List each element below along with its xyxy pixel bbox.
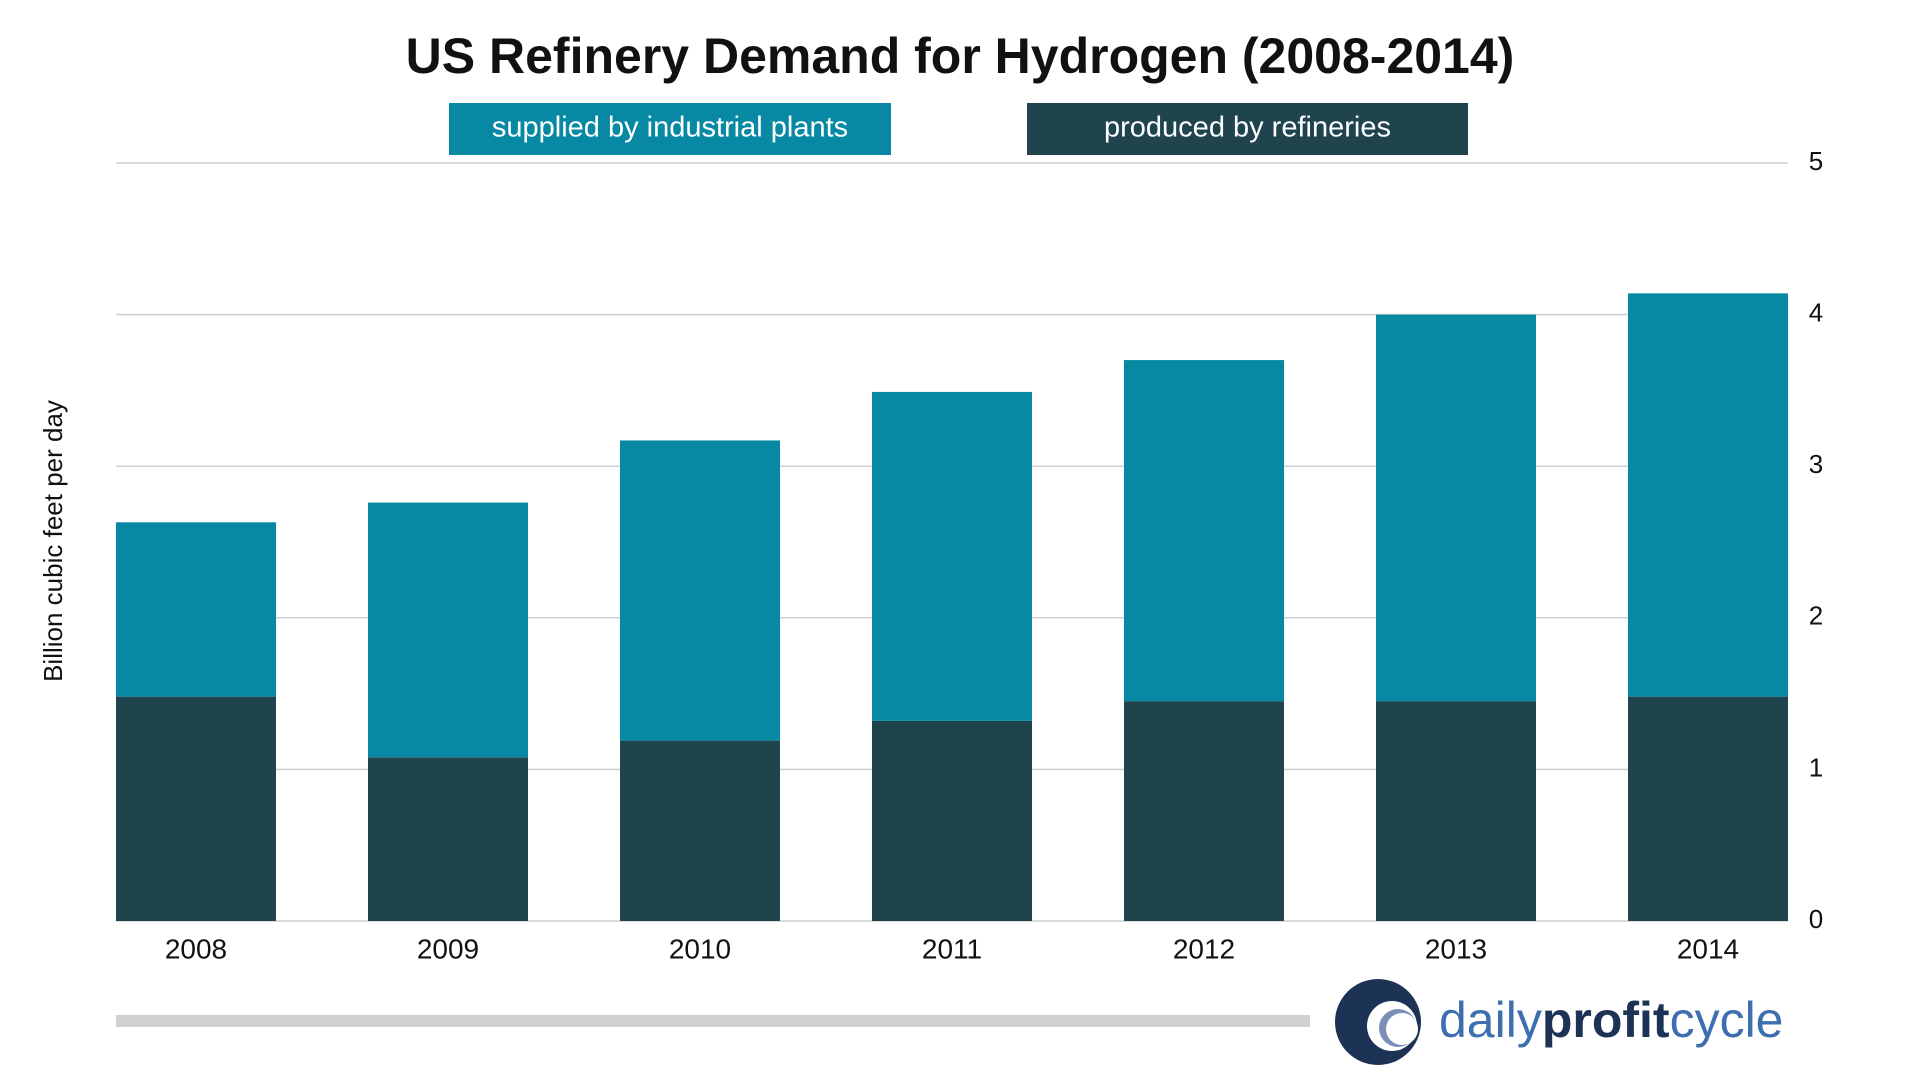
x-tick-label: 2013	[1425, 933, 1487, 964]
bar-segment	[1124, 360, 1284, 702]
y-tick-label: 5	[1809, 146, 1823, 176]
x-tick-label: 2008	[165, 933, 227, 964]
bar-segment	[1124, 701, 1284, 921]
bar-segment	[620, 440, 780, 741]
bar-segment	[1628, 696, 1788, 921]
bar-segment	[872, 391, 1032, 721]
y-tick-label: 1	[1809, 752, 1823, 782]
y-axis-label: Billion cubic feet per day	[38, 400, 68, 682]
x-tick-label: 2010	[669, 933, 731, 964]
logo-core	[1386, 1013, 1418, 1045]
bar-segment	[1628, 293, 1788, 697]
chart-title: US Refinery Demand for Hydrogen (2008-20…	[406, 28, 1515, 84]
y-tick-label: 4	[1809, 297, 1823, 327]
logo-text: dailyprofitcycle	[1439, 992, 1784, 1048]
bar-segment	[116, 696, 276, 921]
logo-part: cycle	[1670, 992, 1784, 1048]
logo-part: profit	[1542, 992, 1670, 1048]
x-tick-label: 2011	[922, 933, 982, 964]
legend-swatch	[1027, 103, 1468, 155]
x-tick-label: 2012	[1173, 933, 1235, 964]
logo-part: daily	[1439, 992, 1542, 1048]
legend-label: produced by refineries	[1104, 112, 1391, 144]
bar-segment	[368, 757, 528, 921]
x-tick-label: 2014	[1677, 933, 1739, 964]
decor-bar	[116, 1015, 1310, 1027]
legend-label: supplied by industrial plants	[492, 112, 848, 144]
x-tick-label: 2009	[417, 933, 479, 964]
bar-segment	[1376, 701, 1536, 921]
bar-segment	[872, 720, 1032, 921]
legend-swatch	[449, 103, 891, 155]
y-tick-label: 3	[1809, 449, 1823, 479]
bar-segment	[368, 502, 528, 758]
y-tick-label: 0	[1809, 904, 1823, 934]
bar-segment	[620, 740, 780, 921]
y-tick-label: 2	[1809, 601, 1823, 631]
bar-segment	[116, 522, 276, 697]
logo: dailyprofitcycle	[1335, 979, 1784, 1065]
bar-segment	[1376, 314, 1536, 702]
